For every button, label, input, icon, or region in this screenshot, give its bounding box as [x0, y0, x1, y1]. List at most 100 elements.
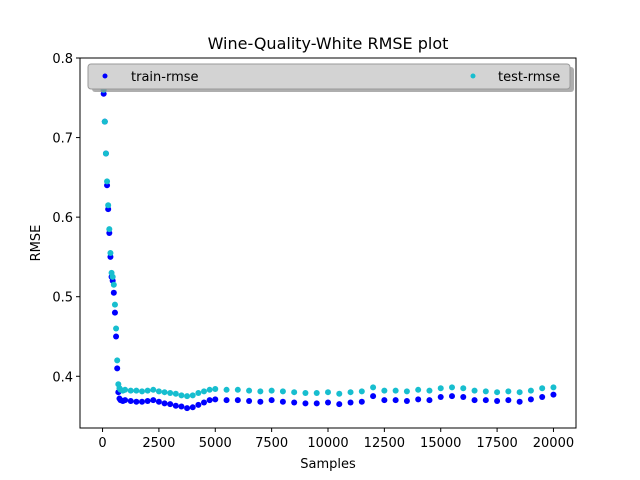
point-test-rmse	[195, 389, 202, 396]
point-test-rmse	[482, 388, 489, 395]
point-test-rmse	[189, 392, 196, 399]
point-train-rmse	[268, 397, 275, 404]
point-train-rmse	[184, 405, 191, 412]
point-train-rmse	[302, 400, 309, 407]
legend-label-train-rmse: train-rmse	[131, 70, 199, 85]
point-train-rmse	[426, 397, 433, 404]
point-train-rmse	[482, 397, 489, 404]
y-tick-label: 0.4	[52, 370, 73, 385]
point-test-rmse	[102, 150, 109, 157]
y-tick-label: 0.5	[52, 291, 73, 306]
point-train-rmse	[189, 404, 196, 411]
point-test-rmse	[392, 387, 399, 394]
point-train-rmse	[127, 397, 134, 404]
point-train-rmse	[505, 397, 512, 404]
point-train-rmse	[550, 391, 557, 398]
point-test-rmse	[155, 388, 162, 395]
y-tick-label: 0.7	[52, 132, 73, 147]
x-tick-label: 5000	[199, 436, 232, 451]
point-test-rmse	[105, 202, 112, 209]
point-test-rmse	[206, 386, 213, 393]
point-train-rmse	[403, 397, 410, 404]
point-test-rmse	[550, 384, 557, 391]
x-tick-label: 15000	[420, 436, 461, 451]
x-tick-label: 12500	[364, 436, 405, 451]
point-test-rmse	[257, 388, 264, 395]
point-train-rmse	[234, 397, 241, 404]
point-train-rmse	[144, 397, 151, 404]
point-test-rmse	[403, 388, 410, 395]
point-train-rmse	[347, 399, 354, 406]
y-tick-label: 0.8	[52, 52, 73, 67]
point-test-rmse	[114, 357, 121, 364]
y-axis: 0.4 0.5 0.6 0.7 0.8	[52, 52, 80, 385]
point-train-rmse	[313, 400, 320, 407]
x-tick-label: 10000	[307, 436, 348, 451]
point-test-rmse	[381, 387, 388, 394]
point-train-rmse	[449, 393, 455, 400]
x-tick-label: 2500	[142, 436, 175, 451]
point-test-rmse	[144, 387, 151, 394]
y-tick-label: 0.6	[52, 211, 73, 226]
legend: train-rmse test-rmse	[87, 63, 574, 92]
legend-marker-test-rmse	[470, 73, 476, 79]
x-tick-label: 7500	[255, 436, 288, 451]
point-train-rmse	[122, 397, 129, 404]
point-train-rmse	[415, 396, 422, 403]
point-test-rmse	[302, 389, 309, 396]
point-train-rmse	[212, 396, 219, 403]
point-test-rmse	[415, 386, 422, 393]
point-train-rmse	[206, 397, 213, 404]
point-train-rmse	[111, 309, 118, 316]
point-train-rmse	[161, 400, 168, 407]
point-test-rmse	[167, 389, 174, 396]
point-test-rmse	[110, 281, 117, 288]
point-train-rmse	[150, 397, 157, 404]
point-test-rmse	[101, 118, 108, 125]
point-test-rmse	[539, 385, 546, 392]
point-train-rmse	[133, 398, 140, 405]
chart-title: Wine-Quality-White RMSE plot	[208, 34, 449, 53]
point-test-rmse	[139, 388, 145, 395]
point-train-rmse	[110, 289, 117, 296]
point-test-rmse	[370, 384, 377, 391]
point-train-rmse	[223, 397, 230, 404]
point-test-rmse	[212, 386, 219, 393]
point-test-rmse	[426, 387, 433, 394]
point-train-rmse	[172, 402, 179, 409]
point-train-rmse	[279, 398, 286, 405]
point-test-rmse	[106, 226, 113, 233]
point-train-rmse	[336, 401, 343, 408]
point-test-rmse	[184, 393, 191, 400]
point-train-rmse	[437, 393, 444, 400]
series-train-rmse	[99, 78, 557, 412]
point-train-rmse	[291, 399, 298, 406]
point-train-rmse	[155, 398, 162, 405]
point-test-rmse	[113, 325, 120, 332]
point-test-rmse	[201, 388, 207, 395]
point-test-rmse	[234, 386, 241, 393]
point-train-rmse	[325, 399, 331, 406]
point-test-rmse	[246, 387, 253, 394]
point-test-rmse	[109, 273, 116, 280]
point-train-rmse	[381, 397, 388, 404]
point-train-rmse	[527, 396, 534, 403]
legend-marker-train-rmse	[102, 73, 108, 79]
point-test-rmse	[347, 389, 354, 396]
series-test-rmse	[99, 78, 557, 400]
point-train-rmse	[246, 397, 253, 404]
point-train-rmse	[113, 333, 120, 340]
y-axis-title: RMSE	[29, 225, 44, 262]
point-test-rmse	[437, 385, 444, 392]
point-test-rmse	[505, 388, 512, 395]
point-test-rmse	[527, 387, 534, 394]
point-test-rmse	[122, 386, 129, 393]
point-test-rmse	[127, 387, 134, 394]
point-test-rmse	[172, 390, 179, 397]
point-test-rmse	[358, 388, 365, 395]
point-train-rmse	[195, 401, 202, 408]
point-train-rmse	[460, 393, 467, 400]
x-axis: 0 2500 5000 7500 10000 12500 15000 17500 20000	[98, 428, 574, 451]
point-test-rmse	[460, 385, 467, 392]
